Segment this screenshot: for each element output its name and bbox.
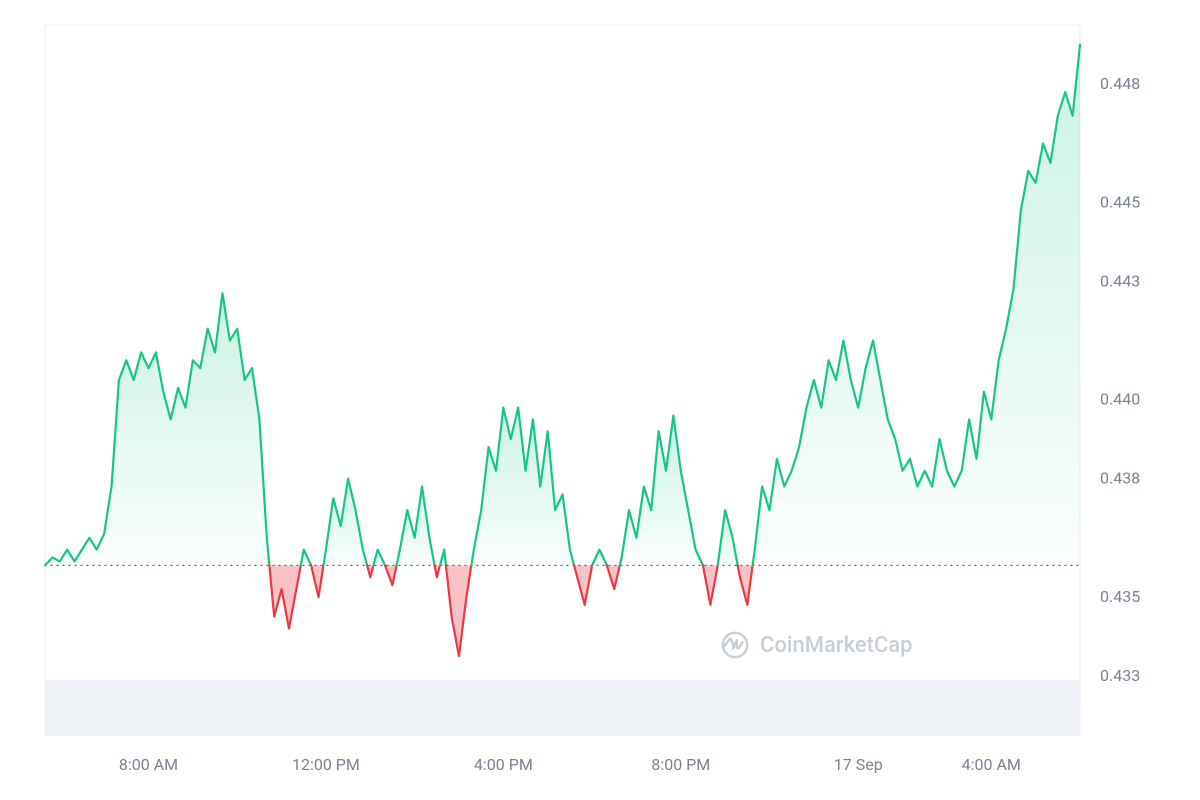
x-tick-label: 12:00 PM <box>292 755 360 774</box>
y-tick-label: 0.433 <box>1100 666 1140 685</box>
x-tick-label: 17 Sep <box>834 755 883 774</box>
chart-svg: 0.433 0.435 0.438 0.440 0.443 0.445 0.448 8:00… <box>0 0 1200 800</box>
y-tick-label: 0.445 <box>1100 193 1140 212</box>
y-tick-label: 0.448 <box>1100 74 1140 93</box>
x-tick-label: 4:00 AM <box>962 755 1021 774</box>
price-chart[interactable]: 0.433 0.435 0.438 0.440 0.443 0.445 0.448 8:00… <box>0 0 1200 800</box>
y-tick-label: 0.435 <box>1100 587 1140 606</box>
x-tick-label: 8:00 AM <box>119 755 178 774</box>
y-tick-label: 0.438 <box>1100 469 1140 488</box>
x-tick-label: 8:00 PM <box>651 755 710 774</box>
y-tick-label: 0.440 <box>1100 390 1140 409</box>
x-tick-label: 4:00 PM <box>474 755 533 774</box>
y-tick-label: 0.443 <box>1100 271 1140 290</box>
